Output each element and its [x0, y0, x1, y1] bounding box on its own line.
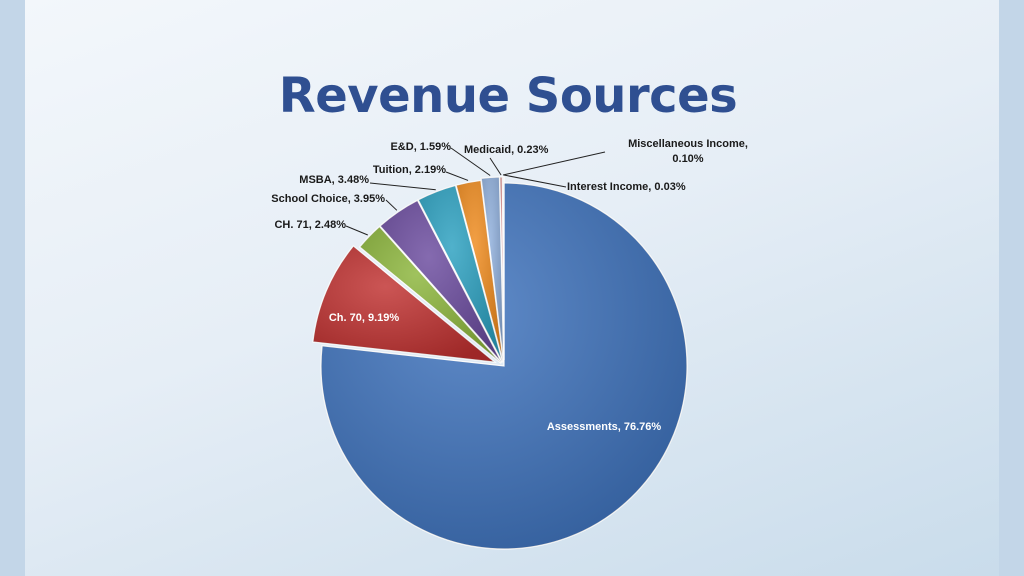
pie-slice-shading	[359, 226, 502, 364]
leader-line	[503, 174, 567, 188]
data-label: Miscellaneous Income, 0.10%	[628, 138, 748, 165]
data-label: Medicaid, 0.23%	[464, 144, 549, 156]
data-label: CH. 71, 2.48%	[274, 219, 346, 231]
data-label: MSBA, 3.48%	[299, 174, 369, 186]
data-label: Interest Income, 0.03%	[567, 181, 686, 193]
leader-line	[450, 147, 491, 176]
leader-line	[445, 171, 469, 181]
leader-line	[385, 199, 398, 211]
data-label: Ch. 70, 9.19%	[329, 312, 400, 324]
pie-slice-shading	[456, 180, 504, 363]
leader-line	[369, 182, 436, 191]
data-label: E&D, 1.59%	[390, 141, 451, 153]
data-label: School Choice, 3.95%	[271, 193, 385, 205]
leader-line	[489, 157, 502, 176]
data-label: Tuition, 2.19%	[373, 164, 446, 176]
leader-line	[345, 225, 368, 236]
pie-slice-shading	[481, 177, 504, 361]
data-label: Assessments, 76.76%	[547, 421, 662, 433]
leader-line	[502, 151, 606, 176]
pie-slice-shading	[380, 200, 502, 363]
pie-slice-shading	[499, 177, 504, 361]
page-title: Revenue Sources	[278, 68, 738, 124]
pie-slice-shading	[312, 245, 495, 363]
pie-slice-shading	[418, 185, 503, 363]
pie-slice-shading	[321, 183, 687, 549]
